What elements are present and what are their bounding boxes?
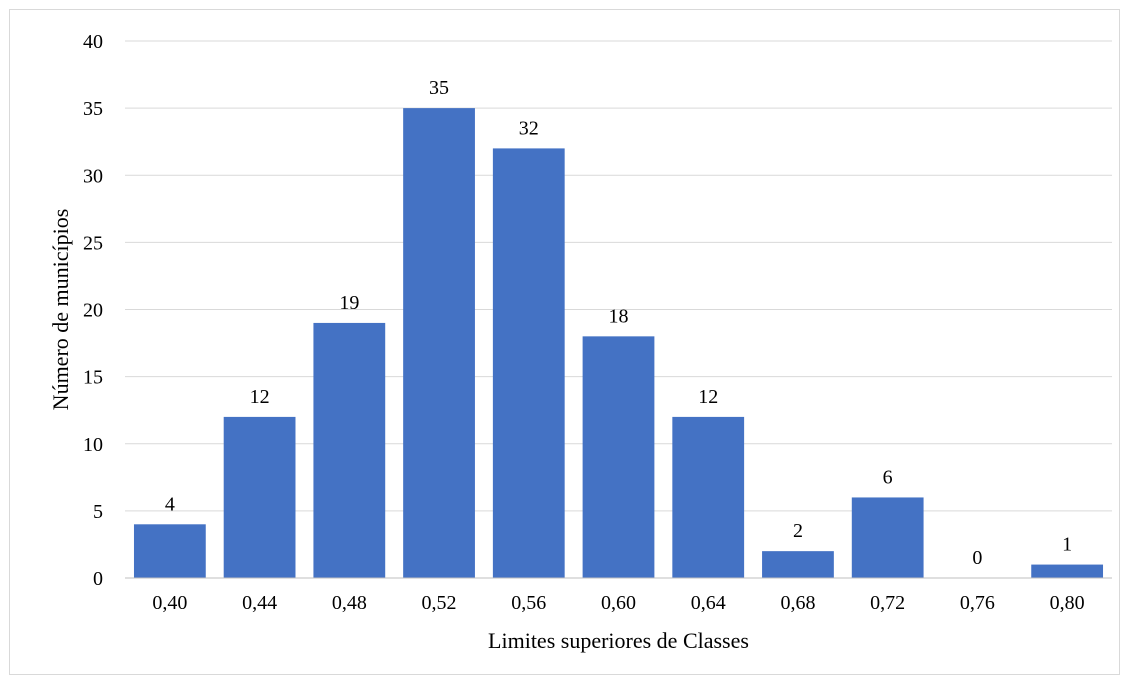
bar xyxy=(851,497,924,578)
x-tick-label: 0,48 xyxy=(332,592,367,614)
bar xyxy=(403,108,475,578)
bar xyxy=(313,322,386,578)
x-tick-label: 0,52 xyxy=(422,592,457,614)
bar xyxy=(492,148,565,578)
data-label: 12 xyxy=(250,386,270,408)
x-tick-label: 0,60 xyxy=(601,592,636,614)
data-label: 1 xyxy=(1062,534,1072,556)
x-axis-ticks: 0,40 0,44 0,48 0,52 0,56 0,60 0,64 0,68 0,72 0,76… xyxy=(152,592,1084,614)
y-tick-label: 10 xyxy=(83,434,103,456)
x-tick-label: 0,40 xyxy=(152,592,187,614)
y-axis-ticks: 0 5 10 15 20 25 30 35 40 xyxy=(83,31,103,590)
bars xyxy=(133,108,1104,578)
y-tick-label: 30 xyxy=(83,165,103,187)
bar xyxy=(582,336,655,578)
x-tick-label: 0,76 xyxy=(960,592,995,614)
bar xyxy=(223,416,296,578)
x-tick-label: 0,64 xyxy=(691,592,726,614)
bar xyxy=(133,524,206,578)
data-label: 18 xyxy=(609,305,629,327)
x-tick-label: 0,68 xyxy=(780,592,815,614)
data-label: 35 xyxy=(429,77,449,99)
data-label: 2 xyxy=(793,520,803,542)
x-tick-label: 0,80 xyxy=(1050,592,1085,614)
data-label: 4 xyxy=(165,493,175,515)
bar xyxy=(672,416,745,578)
y-tick-label: 35 xyxy=(83,98,103,120)
y-tick-label: 20 xyxy=(83,300,103,322)
data-label: 0 xyxy=(972,547,982,569)
y-tick-label: 5 xyxy=(93,501,103,523)
y-axis-title: Número de municípios xyxy=(48,209,73,411)
data-label: 6 xyxy=(883,466,893,488)
y-tick-label: 15 xyxy=(83,367,103,389)
data-label: 19 xyxy=(339,292,359,314)
x-tick-label: 0,56 xyxy=(511,592,546,614)
data-labels: 4 12 19 35 32 18 12 2 6 0 1 xyxy=(165,77,1072,569)
y-tick-label: 0 xyxy=(93,568,103,590)
data-label: 12 xyxy=(698,386,718,408)
y-tick-label: 40 xyxy=(83,31,103,53)
x-axis-title: Limites superiores de Classes xyxy=(488,628,749,653)
data-label: 32 xyxy=(519,117,539,139)
x-tick-label: 0,44 xyxy=(242,592,277,614)
x-tick-label: 0,72 xyxy=(870,592,905,614)
bar xyxy=(762,551,834,578)
bar xyxy=(1031,564,1104,578)
y-tick-label: 25 xyxy=(83,232,103,254)
